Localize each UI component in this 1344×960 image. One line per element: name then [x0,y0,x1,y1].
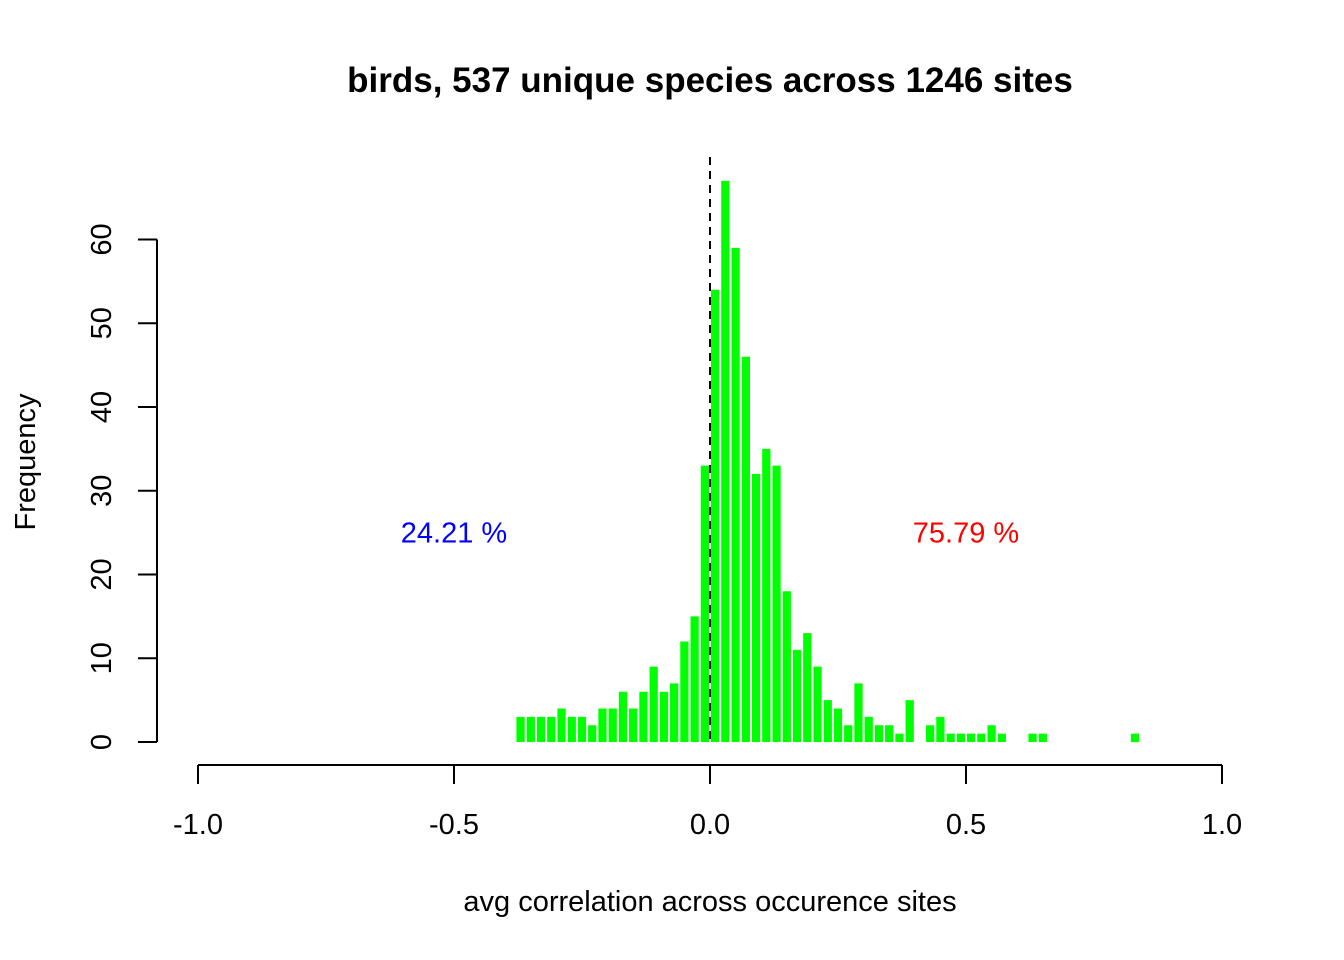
annotations-group: 24.21 % 75.79 % [401,518,1019,550]
histogram-bar [977,733,986,743]
histogram-bar [741,356,750,742]
histogram-bar [926,725,935,742]
histogram-bar [659,691,669,742]
histogram-bar [813,666,822,743]
x-tick-label: 0.0 [690,809,730,841]
histogram-bar [874,725,884,742]
y-tick-label: 60 [86,223,118,255]
x-tick-label: -1.0 [173,809,223,841]
histogram-bar [670,683,679,743]
x-tick-label: 1.0 [1202,809,1242,841]
histogram-bar [547,716,556,743]
y-tick-label: 30 [86,475,118,507]
x-tick-label: 0.5 [946,809,986,841]
histogram-bar [946,733,955,743]
x-axis-label: avg correlation across occurence sites [463,886,956,918]
histogram-bar [588,725,597,742]
histogram-bar [721,180,730,743]
histogram-bar [905,700,914,743]
histogram-bar [526,716,535,743]
percentage-annotation: 75.79 % [913,518,1019,550]
histogram-bar [895,733,904,743]
histogram-bar [629,708,638,742]
histogram-bar [649,666,658,743]
y-axis: 0 10 20 30 40 50 60 [86,223,158,750]
y-tick-label: 20 [86,558,118,590]
histogram-bar [803,633,812,743]
bars-group [516,180,1140,743]
histogram-bar [557,708,566,742]
histogram-bar [956,733,965,743]
histogram-bar [833,708,843,742]
x-tick-label: -0.5 [429,809,479,841]
histogram-bar [823,700,832,743]
histogram-bar [690,616,699,743]
histogram-bar [1038,733,1047,743]
histogram-bar [844,725,853,742]
y-tick-label: 40 [86,391,118,423]
histogram-bar [864,716,873,743]
x-axis: -1.0 -0.5 0.0 0.5 1.0 [173,764,1242,841]
histogram-bar [854,683,863,743]
percentage-annotation: 24.21 % [401,518,507,550]
histogram-bar [1130,733,1140,743]
histogram-bar [598,708,607,742]
histogram-bar [536,716,546,743]
histogram-bar [608,708,617,742]
histogram-bar [680,641,689,742]
histogram-bar [700,465,709,743]
histogram-bar [751,474,761,742]
histogram-bar [639,691,648,742]
chart-title: birds, 537 unique species across 1246 si… [347,61,1073,100]
histogram-bar [516,716,525,743]
histogram-bar [618,691,628,742]
histogram-bar [567,716,576,743]
histogram-bar [772,465,781,743]
histogram-bar [711,289,720,742]
y-tick-label: 10 [86,642,118,674]
histogram-bar [967,733,976,743]
histogram-bar [987,725,996,742]
histogram-bar [1028,733,1037,743]
histogram-bar [577,716,587,743]
histogram-bar [997,733,1006,743]
histogram-bar [762,448,771,743]
histogram-bar [782,591,791,742]
y-tick-label: 0 [86,734,118,750]
y-axis-label: Frequency [10,393,42,531]
histogram-bar [792,649,802,743]
histogram-bar [936,716,945,743]
histogram-bar [885,725,894,742]
histogram-bar [731,247,740,743]
y-tick-label: 50 [86,307,118,339]
